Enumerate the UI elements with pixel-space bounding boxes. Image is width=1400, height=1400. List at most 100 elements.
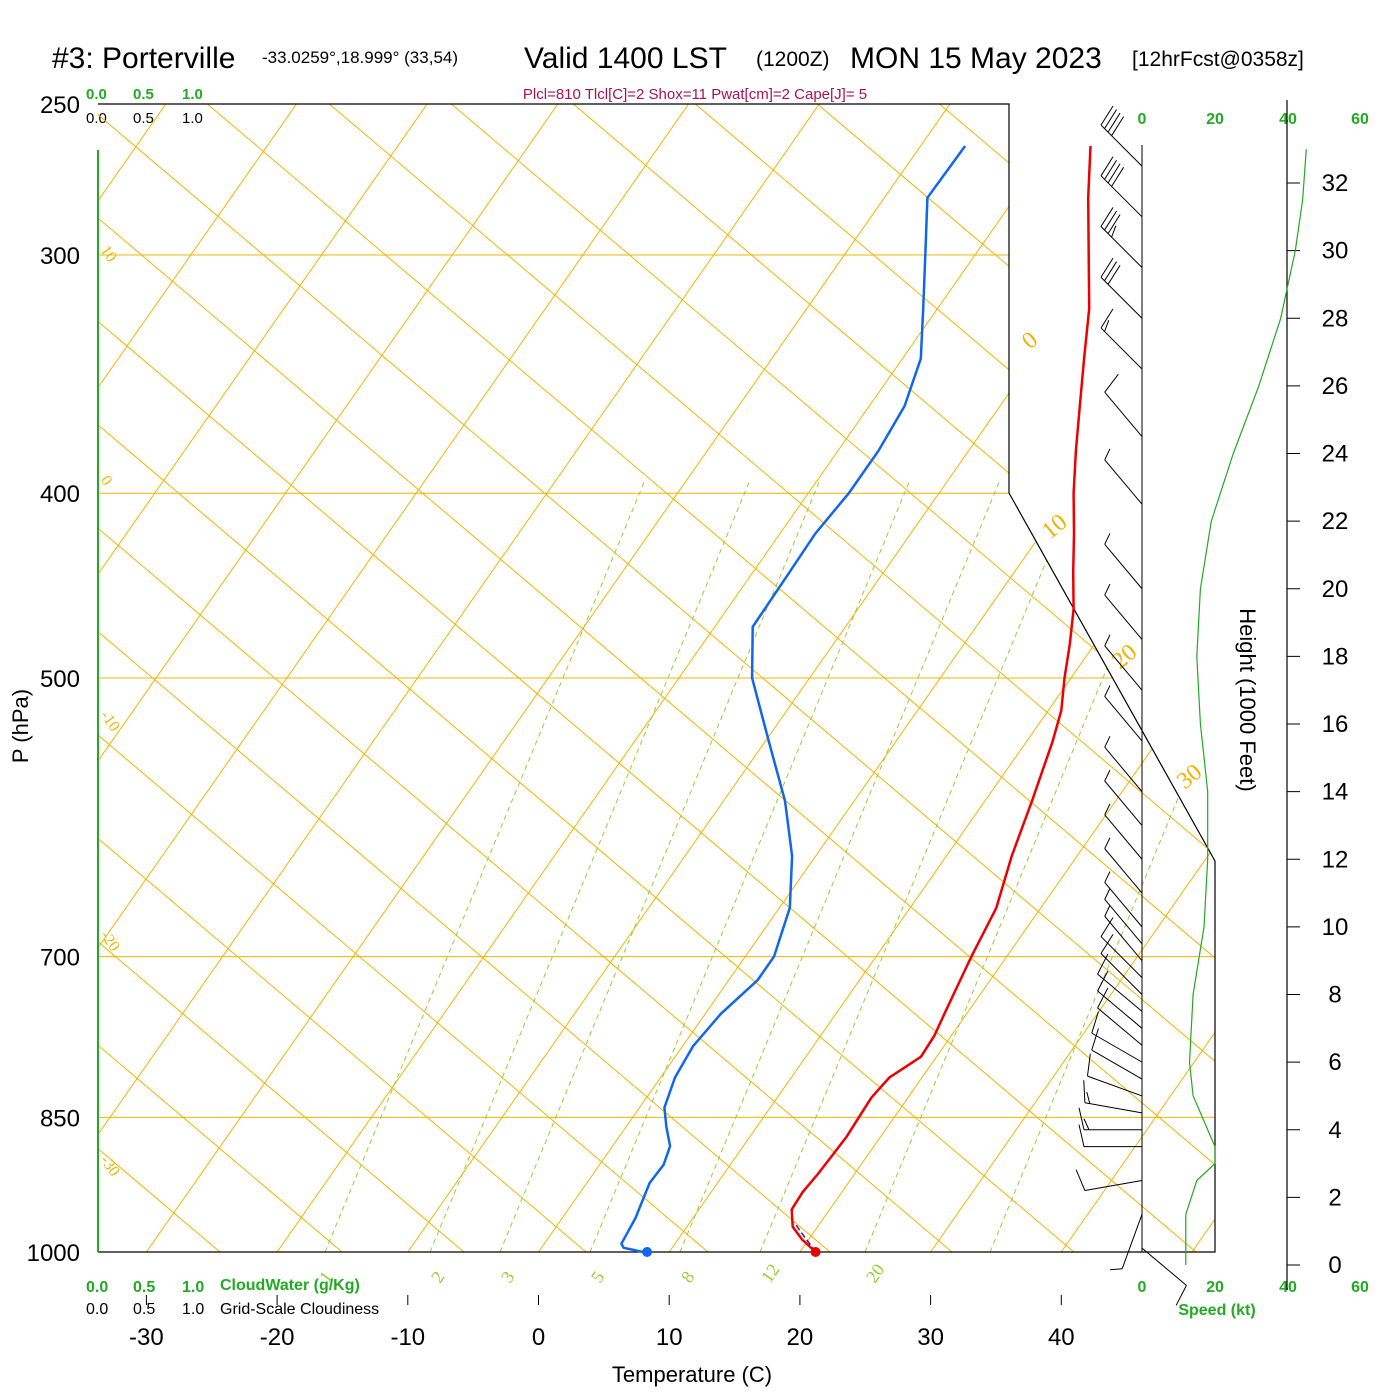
cloudiness-tick: 0.5 xyxy=(133,1301,155,1318)
height-tick-label: 12 xyxy=(1322,846,1349,873)
wind-barb-feather xyxy=(1100,934,1114,954)
wind-barb-staff xyxy=(1100,175,1143,218)
wind-barb-staff xyxy=(1104,848,1143,894)
height-tick-label: 8 xyxy=(1328,982,1341,1009)
height-tick-label: 28 xyxy=(1322,305,1349,332)
isotherm-label: 10 xyxy=(1037,509,1072,544)
wind-barb-feather xyxy=(1107,163,1121,184)
pressure-tick-label: 500 xyxy=(40,666,80,693)
wind-barb-feather xyxy=(1104,871,1111,883)
mixing-ratio-label: 5 xyxy=(587,1267,609,1286)
wind-barb xyxy=(1104,685,1143,742)
wind-barb xyxy=(1091,1028,1143,1080)
plot-frame xyxy=(98,103,1216,1253)
isotherm-line xyxy=(276,104,1082,1252)
dry-adiabat-line xyxy=(1183,104,1215,1252)
pressure-tick-label: 300 xyxy=(40,243,80,270)
mixing-ratio-line xyxy=(499,479,821,1252)
wind-barb-feather xyxy=(1104,448,1111,461)
speed-tick-bottom: 60 xyxy=(1351,1279,1369,1296)
mixing-ratio-label: 3 xyxy=(497,1267,519,1286)
isotherm-line xyxy=(0,104,35,1252)
wind-barb-feather xyxy=(1100,207,1114,227)
dry-adiabat-line xyxy=(329,104,1215,1252)
wind-barb-staff xyxy=(1100,327,1143,370)
height-tick-label: 20 xyxy=(1322,576,1349,603)
isotherm-label: 30 xyxy=(1172,759,1207,794)
isotherm-label: -20 xyxy=(97,928,123,955)
wind-barb-feather xyxy=(1104,159,1117,180)
speed-axis-label: Speed (kt) xyxy=(1178,1302,1255,1319)
wind-barb-staff xyxy=(1104,594,1143,640)
height-axis-label: Height (1000 Feet) xyxy=(1235,608,1260,791)
wind-barb-feather xyxy=(1091,1011,1099,1034)
speed-tick-top: 60 xyxy=(1351,111,1369,128)
cloudwater-tick: 0.0 xyxy=(86,1279,108,1296)
wind-barb-feather xyxy=(1107,264,1121,285)
isotherm-line xyxy=(98,104,559,1252)
cloudiness-tick: 1.0 xyxy=(182,1301,204,1318)
wind-barb-feather xyxy=(1075,1169,1086,1191)
dry-adiabat-line xyxy=(98,104,465,1252)
mixing-ratio-line xyxy=(989,479,1215,1252)
wind-barb-feather xyxy=(1104,533,1111,545)
wind-barb-feather xyxy=(1078,1107,1085,1130)
cloudiness-tick: 0.0 xyxy=(86,110,107,127)
wind-barb xyxy=(1104,769,1143,826)
sounding-indices: Plcl=810 Tlcl[C]=2 Shox=11 Pwat[cm]=2 Ca… xyxy=(523,86,867,103)
wind-barb-staff xyxy=(1104,814,1143,860)
wind-barb-feather xyxy=(1104,583,1111,596)
surface-dewpoint-marker xyxy=(642,1247,653,1257)
dewpoint-trace xyxy=(619,145,967,1254)
wind-barb-staff xyxy=(1100,953,1143,995)
wind-barb xyxy=(1104,373,1143,437)
wind-barb xyxy=(1078,1107,1142,1131)
wind-layer xyxy=(1075,105,1307,1306)
wind-barb xyxy=(1104,871,1143,928)
x-tick-label: -30 xyxy=(129,1324,164,1351)
isotherm-label: -30 xyxy=(97,1153,123,1180)
wind-barb-feather xyxy=(1175,1285,1187,1306)
mixing-ratio-line xyxy=(759,479,1081,1252)
plot-clip-group xyxy=(0,104,1215,1252)
station-title: #3: Porterville xyxy=(52,42,235,75)
wind-barb xyxy=(1091,1011,1143,1063)
dry-adiabat-line xyxy=(98,104,587,1252)
wind-barb-staff xyxy=(1091,1032,1143,1063)
speed-axis: 0 20 40 60 0 20 40 60 Speed (kt) xyxy=(1138,111,1369,1319)
height-tick-label: 4 xyxy=(1328,1117,1341,1144)
wind-barb-feather xyxy=(1100,105,1114,126)
wind-barb-staff xyxy=(1097,1007,1143,1046)
cloudwater-tick: 0.0 xyxy=(86,86,107,103)
cloudwater-tick: 0.5 xyxy=(133,1279,155,1296)
dry-adiabat-line xyxy=(98,104,709,1252)
x-tick-label: 30 xyxy=(917,1324,944,1351)
wind-barb xyxy=(1141,1247,1187,1306)
wind-barb-feather xyxy=(1111,167,1125,187)
wind-barb-feather xyxy=(1110,1268,1123,1271)
speed-tick-top: 40 xyxy=(1279,111,1297,128)
wind-barb-feather xyxy=(1083,1080,1086,1103)
pressure-tick-label: 700 xyxy=(40,945,80,972)
wind-barb-staff xyxy=(1104,746,1143,792)
wind-barb xyxy=(1104,803,1143,860)
wind-barb-feather xyxy=(1104,320,1110,332)
valid-date: MON 15 May 2023 xyxy=(850,42,1102,75)
mixing-ratio-label: 12 xyxy=(757,1260,784,1286)
wind-barb-staff xyxy=(1100,276,1143,319)
mixing-ratio-line xyxy=(679,479,1001,1252)
wind-barb-staff xyxy=(1104,696,1143,742)
mixing-ratio-line xyxy=(589,479,911,1252)
wind-barb-staff xyxy=(1104,780,1143,826)
cloudiness-tick: 1.0 xyxy=(182,110,203,127)
wind-barb-feather xyxy=(1104,837,1111,849)
mixing-ratio-label: 8 xyxy=(677,1267,699,1286)
dry-adiabat-line xyxy=(98,104,953,1252)
wind-barb-feather xyxy=(1100,156,1114,177)
wind-barb xyxy=(1100,207,1143,268)
wind-barb xyxy=(1097,953,1143,1012)
speed-tick-bottom: 0 xyxy=(1138,1279,1147,1296)
speed-tick-bottom: 20 xyxy=(1206,1279,1224,1296)
cloudwater-tick: 0.5 xyxy=(133,86,154,103)
wind-barb xyxy=(1110,1214,1143,1271)
